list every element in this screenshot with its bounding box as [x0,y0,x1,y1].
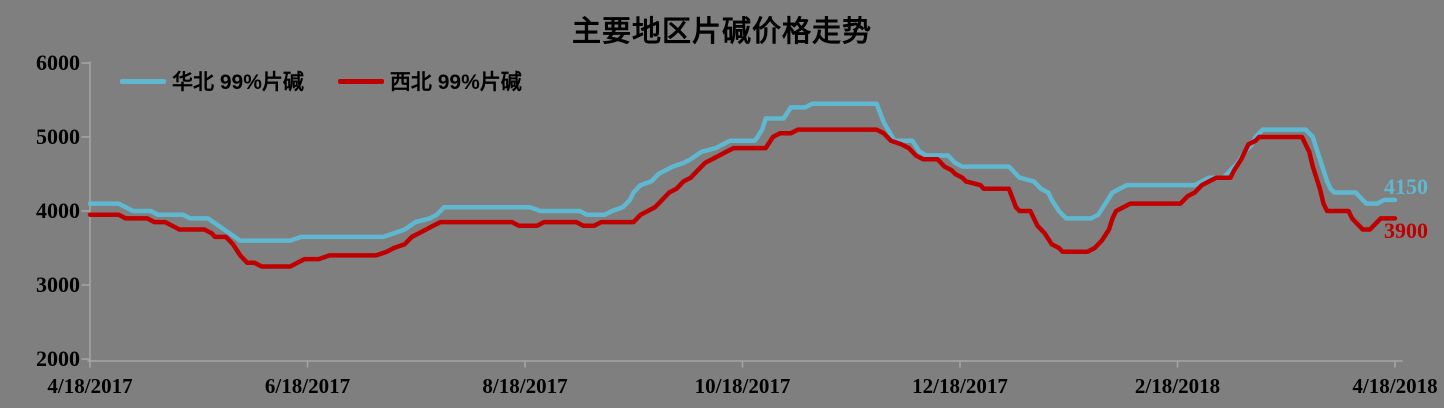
chart-title: 主要地区片碱价格走势 [571,16,872,48]
y-axis-tick-label: 3000 [36,272,80,297]
y-axis-tick-label: 6000 [36,50,80,75]
x-axis-tick-label: 8/18/2017 [482,374,568,398]
series-end-value-huabei: 4150 [1384,173,1428,199]
x-axis-tick-label: 10/18/2017 [694,374,791,398]
legend-item-huabei: 华北 99%片碱 [120,66,304,96]
y-axis-tick-label: 4000 [36,198,80,223]
legend-label-huabei: 华北 99%片碱 [172,71,304,94]
x-axis-tick-label: 2/18/2018 [1134,374,1221,398]
y-axis-tick-label: 2000 [36,346,80,371]
legend-line-swatch-xibei [337,78,384,84]
series-end-value-xibei: 3900 [1384,218,1428,244]
x-axis-tick-label: 6/18/2017 [264,374,351,398]
legend: 华北 99%片碱 西北 99%片碱 [120,66,522,96]
x-axis-tick-label: 4/18/2018 [1352,374,1438,398]
legend-label-xibei: 西北 99%片碱 [389,71,522,94]
legend-line-swatch-huabei [120,78,166,84]
legend-item-xibei: 西北 99%片碱 [337,66,522,96]
x-axis-tick-label: 12/18/2017 [912,374,1008,398]
y-axis-tick-label: 5000 [36,124,80,149]
x-axis-tick-label: 4/18/2017 [47,374,133,398]
